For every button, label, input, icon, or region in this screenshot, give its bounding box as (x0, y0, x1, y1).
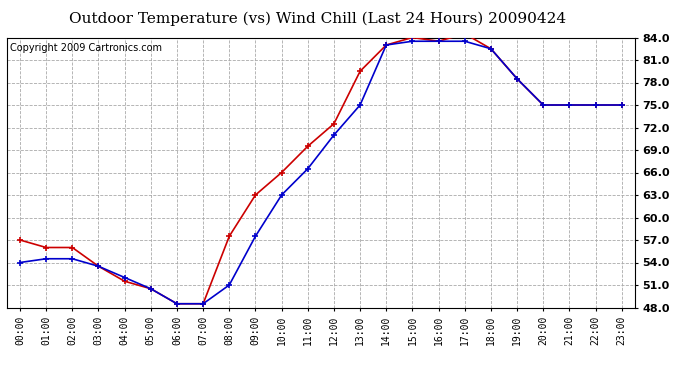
Text: Copyright 2009 Cartronics.com: Copyright 2009 Cartronics.com (10, 43, 162, 53)
Text: Outdoor Temperature (vs) Wind Chill (Last 24 Hours) 20090424: Outdoor Temperature (vs) Wind Chill (Las… (69, 11, 566, 26)
